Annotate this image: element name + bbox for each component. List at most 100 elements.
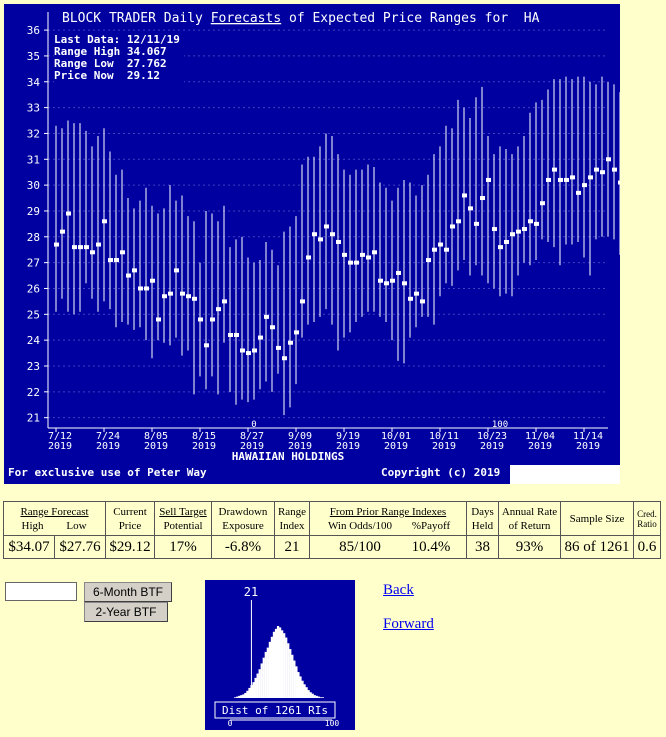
x-tick-label: 9/09 [288, 431, 312, 442]
y-tick-label: 28 [27, 231, 40, 244]
price-marker [618, 180, 620, 185]
price-marker [462, 193, 467, 198]
drawdown-header: Drawdown Exposure [211, 501, 275, 536]
histogram-bar [293, 660, 296, 698]
histogram-bar [301, 680, 304, 698]
price-marker [486, 177, 491, 182]
stats-table: Range Forecast High Low Current Price Sell … [3, 501, 661, 559]
price-marker [426, 258, 431, 263]
price-marker [186, 294, 191, 299]
two-year-btf-button[interactable]: 2-Year BTF [84, 602, 168, 622]
price-marker [138, 286, 143, 291]
price-marker [144, 286, 149, 291]
drawdown-value: -6.8% [211, 535, 275, 559]
x-tick-label: 11/04 [525, 431, 555, 442]
price-marker [540, 201, 545, 206]
histogram-bar [244, 692, 247, 698]
price-marker [114, 258, 119, 263]
price-marker [576, 190, 581, 195]
histogram-axis-min: 0 [228, 719, 233, 728]
histogram-bar [264, 651, 267, 698]
histogram-bar [252, 682, 255, 698]
histogram-bar [246, 690, 249, 698]
x-tick-year: 2019 [336, 441, 360, 452]
price-marker [372, 250, 377, 255]
x-tick-label: 10/11 [429, 431, 459, 442]
price-marker [240, 348, 245, 353]
price-marker [150, 278, 155, 283]
price-marker [84, 245, 89, 250]
days-held-value: 38 [466, 535, 499, 559]
histogram-bar [289, 649, 292, 698]
histogram-bar [266, 647, 269, 698]
x-tick-year: 2019 [192, 441, 216, 452]
price-marker [492, 227, 497, 232]
price-marker [204, 343, 209, 348]
price-marker [594, 167, 599, 172]
price-marker [342, 252, 347, 257]
ticker-input[interactable] [5, 582, 77, 601]
y-tick-label: 23 [27, 360, 40, 373]
histogram-bar [305, 687, 308, 698]
cred-ratio-value: 0.6 [633, 535, 661, 559]
histogram-current-index: 21 [244, 585, 258, 599]
six-month-btf-button[interactable]: 6-Month BTF [84, 582, 172, 602]
y-tick-label: 29 [27, 205, 40, 218]
price-marker [264, 314, 269, 319]
histogram-bar [270, 636, 274, 698]
histogram-svg: 21 Dist of 1261 RIs 0 100 [214, 585, 340, 728]
range-marker-label: 0 [251, 420, 256, 430]
y-tick-label: 32 [27, 127, 40, 140]
copyright-note: Copyright (c) 2019 [381, 466, 500, 479]
histogram-bar [299, 676, 302, 698]
x-tick-label: 11/14 [573, 431, 603, 442]
price-marker [324, 224, 329, 229]
price-marker [54, 242, 59, 247]
price-marker [360, 252, 365, 257]
current-price-header: Current Price [105, 501, 155, 536]
price-marker [504, 239, 509, 244]
price-marker [582, 183, 587, 188]
price-marker [420, 299, 425, 304]
price-marker [66, 211, 71, 216]
price-marker [390, 278, 395, 283]
x-tick-label: 7/12 [48, 431, 72, 442]
price-marker [174, 268, 179, 273]
price-marker [378, 278, 383, 283]
price-marker [72, 245, 77, 250]
price-marker [216, 307, 221, 312]
histogram-bar [262, 657, 265, 698]
histogram-axis-max: 100 [325, 719, 340, 728]
x-tick-year: 2019 [288, 441, 312, 452]
x-tick-year: 2019 [240, 441, 264, 452]
price-marker [336, 239, 341, 244]
x-tick-label: 10/23 [477, 431, 507, 442]
histogram-bar [248, 687, 251, 698]
histogram-bar [319, 697, 322, 698]
x-tick-label: 9/19 [336, 431, 360, 442]
histogram-bar [260, 663, 263, 698]
price-marker [192, 296, 197, 301]
price-marker [588, 175, 593, 180]
chart-title: BLOCK TRADER Daily Forecasts of Expected… [62, 11, 540, 26]
histogram-bar [309, 692, 312, 698]
histogram-bar [291, 654, 294, 698]
price-marker [444, 247, 449, 252]
y-tick-label: 36 [27, 24, 40, 37]
histogram-bar [242, 694, 245, 698]
histogram-bar [297, 672, 300, 698]
back-link[interactable]: Back [383, 582, 414, 598]
price-marker [246, 351, 251, 356]
price-marker [552, 167, 557, 172]
forecasts-link[interactable]: Forecasts [211, 11, 281, 26]
forward-link[interactable]: Forward [383, 616, 434, 632]
x-tick-year: 2019 [96, 441, 120, 452]
histogram-bar [278, 627, 282, 698]
x-tick-year: 2019 [480, 441, 504, 452]
histogram-bar [315, 695, 318, 698]
price-marker [312, 232, 317, 237]
range-forecast-header: Range Forecast High Low [3, 501, 106, 536]
price-marker [414, 291, 419, 296]
price-marker [234, 332, 239, 337]
price-marker [270, 325, 275, 330]
